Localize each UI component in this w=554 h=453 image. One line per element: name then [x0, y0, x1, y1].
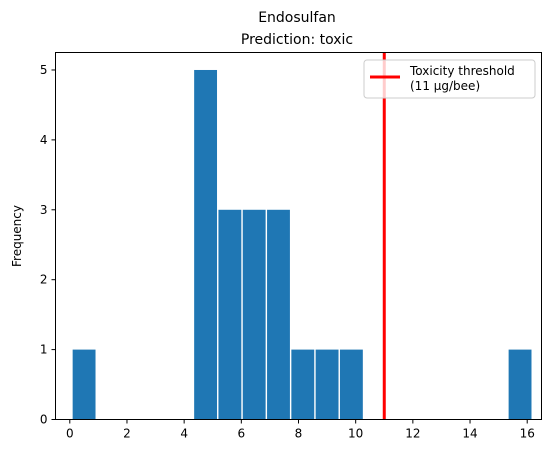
- bars-layer: [72, 69, 532, 420]
- bar-3: [242, 209, 266, 420]
- x-tick-label-3: 6: [238, 427, 246, 441]
- bar-1: [194, 69, 218, 420]
- bar-2: [218, 209, 242, 420]
- y-tick-label-0: 0: [40, 413, 48, 427]
- legend-label-line1: Toxicity threshold: [409, 64, 515, 78]
- bar-7: [339, 349, 363, 420]
- y-tick-label-4: 4: [40, 133, 48, 147]
- chart-title: Endosulfan: [258, 10, 336, 26]
- y-tick-label-3: 3: [40, 203, 48, 217]
- bar-5: [291, 349, 315, 420]
- chart-subtitle: Prediction: toxic: [241, 32, 353, 48]
- x-tick-label-1: 2: [123, 427, 131, 441]
- bar-6: [315, 349, 339, 420]
- x-axis: 0 2 4 6 8 10 12 14 16: [66, 419, 535, 441]
- bar-0: [72, 349, 96, 420]
- bar-8: [508, 349, 532, 420]
- x-tick-label-6: 12: [405, 427, 420, 441]
- x-tick-label-2: 4: [180, 427, 188, 441]
- y-axis: 0 1 2 3 4 5: [40, 63, 56, 427]
- x-tick-label-7: 14: [462, 427, 477, 441]
- y-tick-label-5: 5: [40, 63, 48, 77]
- x-tick-label-5: 10: [348, 427, 363, 441]
- legend-label-line2: (11 µg/bee): [410, 79, 480, 93]
- legend-box: [363, 59, 536, 99]
- y-tick-label-2: 2: [40, 273, 48, 287]
- y-tick-label-1: 1: [40, 343, 48, 357]
- plot-frame: [55, 52, 542, 420]
- legend: Toxicity threshold (11 µg/bee): [363, 59, 536, 99]
- x-tick-label-0: 0: [66, 427, 74, 441]
- x-tick-label-8: 16: [520, 427, 535, 441]
- y-axis-label: Frequency: [10, 205, 24, 267]
- bar-4: [267, 209, 290, 420]
- x-tick-label-4: 8: [295, 427, 303, 441]
